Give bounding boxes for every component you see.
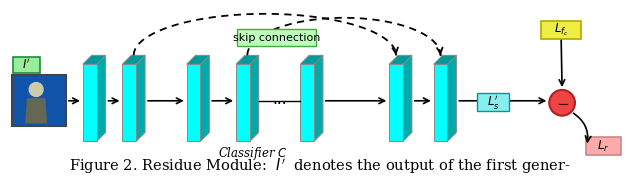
Polygon shape: [25, 98, 47, 124]
Text: $-$: $-$: [556, 96, 569, 110]
FancyBboxPatch shape: [541, 21, 581, 39]
FancyBboxPatch shape: [237, 29, 316, 46]
Text: $L_s'$: $L_s'$: [486, 93, 499, 111]
Polygon shape: [136, 55, 145, 141]
Circle shape: [29, 83, 43, 96]
Polygon shape: [250, 55, 259, 141]
Text: $L_{f_c}$: $L_{f_c}$: [554, 21, 568, 38]
Polygon shape: [187, 55, 209, 64]
Polygon shape: [236, 64, 250, 141]
Polygon shape: [434, 64, 447, 141]
Text: $I'$: $I'$: [22, 58, 31, 72]
Polygon shape: [187, 64, 200, 141]
Polygon shape: [12, 75, 66, 127]
Text: $L_r$: $L_r$: [597, 139, 610, 154]
Text: skip connection: skip connection: [233, 33, 320, 43]
Polygon shape: [300, 55, 323, 64]
Text: Figure 2. Residue Module:  $I'$  denotes the output of the first gener-: Figure 2. Residue Module: $I'$ denotes t…: [69, 156, 571, 176]
Polygon shape: [447, 55, 456, 141]
Polygon shape: [122, 55, 145, 64]
Polygon shape: [403, 55, 412, 141]
Polygon shape: [314, 55, 323, 141]
FancyBboxPatch shape: [13, 57, 40, 73]
Polygon shape: [434, 55, 456, 64]
Polygon shape: [97, 55, 106, 141]
Polygon shape: [389, 64, 403, 141]
Polygon shape: [122, 64, 136, 141]
Polygon shape: [389, 55, 412, 64]
Polygon shape: [236, 55, 259, 64]
Polygon shape: [83, 55, 106, 64]
Ellipse shape: [549, 90, 575, 116]
Polygon shape: [83, 64, 97, 141]
Polygon shape: [200, 55, 209, 141]
Text: Classifier $C$: Classifier $C$: [218, 145, 289, 162]
FancyBboxPatch shape: [586, 137, 621, 155]
Text: ...: ...: [272, 92, 287, 107]
FancyBboxPatch shape: [477, 93, 509, 111]
Polygon shape: [300, 64, 314, 141]
